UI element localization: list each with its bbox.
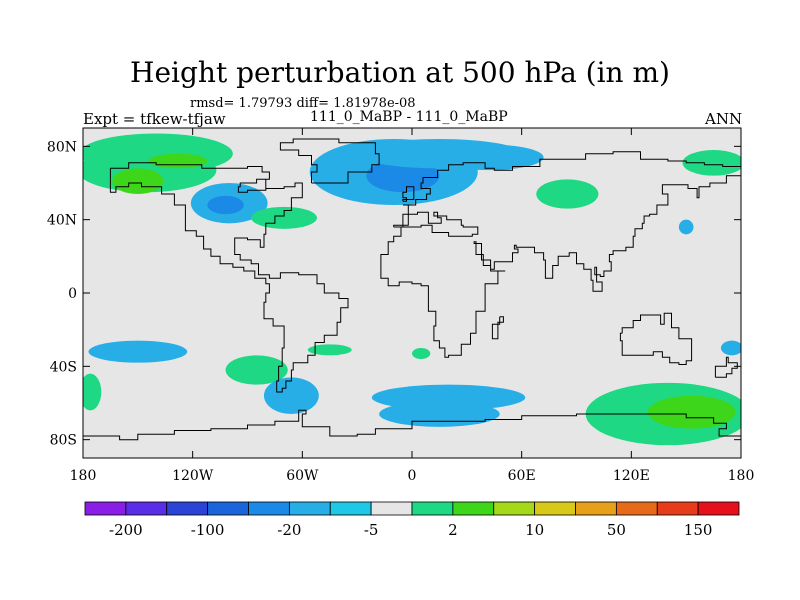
colorbar-swatch	[288, 501, 331, 516]
colorbar-swatch	[575, 501, 617, 516]
anomaly-region	[83, 373, 102, 411]
plot-title: Height perturbation at 500 hPa (in m)	[130, 56, 670, 89]
anomaly-region	[412, 348, 431, 359]
colorbar-label: 150	[684, 521, 713, 539]
colorbar-swatch	[452, 501, 495, 516]
anomaly-region	[647, 395, 736, 429]
colorbar-label: -20	[277, 521, 301, 539]
colorbar-swatch	[84, 501, 127, 516]
anomaly-region	[682, 150, 741, 176]
y-tick-label: 80N	[47, 139, 77, 155]
y-tick-label: 0	[68, 286, 77, 302]
colorbar-swatch	[370, 501, 413, 516]
colorbar-swatch	[329, 501, 372, 516]
anomaly-region	[433, 144, 544, 171]
anomaly-region	[678, 219, 694, 235]
colorbar-swatch	[493, 501, 536, 516]
coastline	[491, 316, 504, 340]
colorbar-swatch	[166, 501, 209, 516]
colorbar-swatch	[615, 501, 658, 516]
anomaly-region	[536, 179, 599, 209]
colorbar-label: 2	[448, 521, 458, 539]
x-tick-label: 180	[70, 468, 97, 484]
coastline	[402, 186, 415, 202]
experiment-label: Expt = tfkew-tfjaw	[83, 110, 226, 128]
x-tick-label: 0	[408, 468, 417, 484]
colorbar-label: 50	[607, 521, 626, 539]
anomaly-region	[307, 344, 352, 356]
y-tick-label: 80S	[50, 433, 77, 449]
anomaly-region	[263, 377, 319, 414]
coastline	[619, 312, 693, 365]
season-label: ANN	[705, 110, 743, 128]
colorbar-swatch	[411, 501, 454, 516]
coastline	[279, 138, 380, 184]
anomaly-region	[225, 355, 288, 385]
colorbar-swatch	[697, 501, 740, 516]
anomaly-region	[379, 401, 500, 427]
colorbar: -200 -100 -20 -5 2 10 50 150	[84, 501, 740, 539]
axis-ticks: 180 120W 60W 0 60E 120E 180 80N 40N 0 40S 80S	[47, 128, 754, 484]
anomaly-region	[88, 340, 188, 363]
x-tick-label: 60W	[286, 468, 319, 484]
colorbar-label: -100	[191, 521, 225, 539]
colorbar-label: -200	[109, 521, 143, 539]
coastline	[83, 409, 741, 441]
y-tick-label: 40N	[47, 213, 77, 229]
anomaly-region	[207, 195, 244, 215]
coastlines	[83, 138, 741, 441]
colorbar-swatch	[534, 501, 576, 516]
coastline	[714, 356, 738, 378]
anomaly-region	[148, 153, 208, 169]
x-tick-label: 120W	[172, 468, 214, 484]
x-tick-label: 180	[728, 468, 755, 484]
colorbar-swatch	[248, 501, 290, 516]
stats-label: rmsd= 1.79793 diff= 1.81978e-08	[190, 96, 416, 111]
x-tick-label: 60E	[508, 468, 536, 484]
colorbar-swatch	[656, 501, 699, 516]
colorbar-label: -5	[364, 521, 379, 539]
coastline	[380, 151, 741, 358]
colorbar-label: 10	[525, 521, 544, 539]
y-tick-label: 40S	[50, 359, 77, 375]
anomaly-region	[720, 340, 741, 356]
x-tick-label: 120E	[613, 468, 650, 484]
case-label: 111_0_MaBP - 111_0_MaBP	[310, 109, 508, 125]
colorbar-swatch	[125, 501, 168, 516]
anomaly-region	[112, 168, 164, 195]
coastline	[109, 162, 349, 393]
colorbar-swatch	[207, 501, 249, 516]
